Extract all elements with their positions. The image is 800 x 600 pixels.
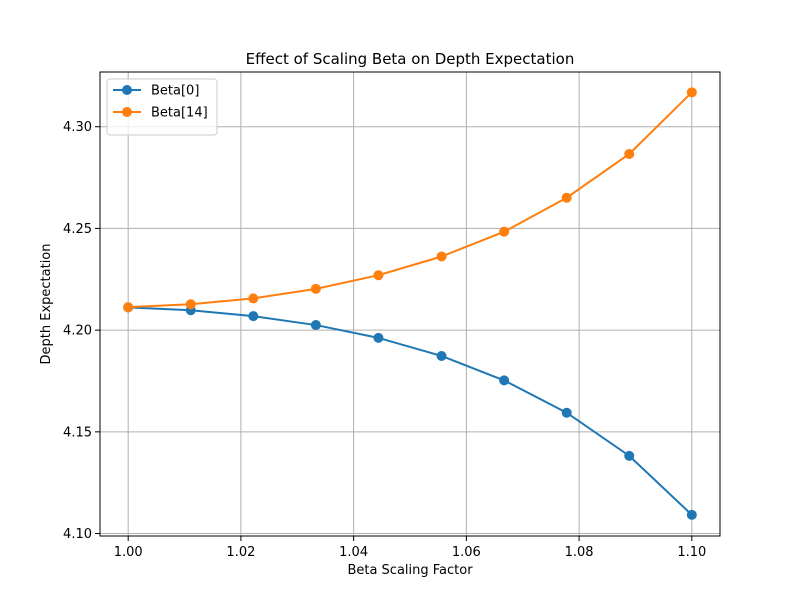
data-point xyxy=(248,311,259,322)
x-tick-label: 1.00 xyxy=(114,545,143,560)
data-point xyxy=(624,450,635,461)
data-point xyxy=(686,87,697,98)
x-tick-label: 1.04 xyxy=(339,545,368,560)
data-point xyxy=(373,270,384,281)
x-tick-label: 1.06 xyxy=(452,545,481,560)
data-point xyxy=(499,375,510,386)
series-group xyxy=(123,87,697,520)
data-point xyxy=(686,509,697,520)
y-tick-label: 4.15 xyxy=(63,425,92,440)
x-tick-label: 1.08 xyxy=(565,545,594,560)
data-point xyxy=(310,320,321,331)
series-line xyxy=(128,91,693,309)
y-tick-label: 4.20 xyxy=(63,324,92,339)
x-tick-label: 1.02 xyxy=(226,545,255,560)
ticks: 1.00 1.02 1.04 1.06 1.08 1.10 4.10 4.15 4.20 4.25… xyxy=(63,120,706,560)
legend-box xyxy=(106,78,218,136)
plot-frame xyxy=(99,71,721,537)
data-point xyxy=(561,407,572,418)
x-tick-label: 1.10 xyxy=(677,545,706,560)
data-point xyxy=(436,350,447,361)
data-point xyxy=(185,299,196,310)
legend-label: Beta[0] xyxy=(151,84,199,99)
grid xyxy=(100,72,720,536)
y-axis-label: Depth Expectation xyxy=(39,244,54,365)
data-point xyxy=(499,226,510,237)
legend: Beta[0] Beta[14] xyxy=(106,78,218,136)
data-point xyxy=(373,332,384,343)
x-axis-label: Beta Scaling Factor xyxy=(347,563,473,578)
legend-marker xyxy=(122,107,132,117)
data-point xyxy=(248,293,259,304)
chart-title: Effect of Scaling Beta on Depth Expectat… xyxy=(246,50,575,68)
y-tick-label: 4.25 xyxy=(63,222,92,237)
data-point xyxy=(561,192,572,203)
data-point xyxy=(123,302,134,313)
data-point xyxy=(624,148,635,159)
y-tick-label: 4.30 xyxy=(63,120,92,135)
data-point xyxy=(436,251,447,262)
legend-label: Beta[14] xyxy=(151,106,208,121)
y-tick-label: 4.10 xyxy=(63,527,92,542)
legend-marker xyxy=(122,85,132,95)
data-point xyxy=(310,283,321,294)
series-line xyxy=(128,306,693,516)
